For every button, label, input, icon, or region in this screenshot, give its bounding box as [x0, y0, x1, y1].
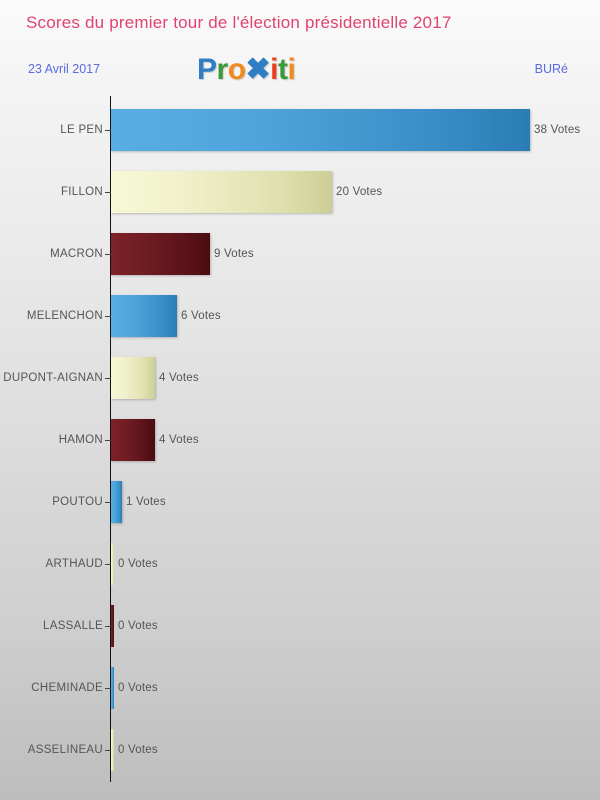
axis-tick [105, 502, 111, 503]
axis-tick [105, 440, 111, 441]
bar[interactable] [111, 357, 155, 399]
bar[interactable] [111, 667, 114, 709]
axis-tick [105, 750, 111, 751]
logo-letter-x: ✖ [245, 53, 271, 86]
logo-letter-t: t [278, 53, 288, 86]
bar[interactable] [111, 543, 114, 585]
bar-value-label: 1 Votes [126, 496, 166, 508]
bar[interactable] [111, 605, 114, 647]
axis-tick [105, 378, 111, 379]
bar[interactable] [111, 109, 530, 151]
axis-tick [105, 316, 111, 317]
bar[interactable] [111, 481, 122, 523]
bar[interactable] [111, 295, 177, 337]
category-label: ARTHAUD [45, 558, 103, 570]
bureau-label: BURé [534, 62, 568, 76]
category-label: HAMON [58, 434, 103, 446]
axis-tick [105, 564, 111, 565]
category-label: MACRON [50, 248, 103, 260]
bar[interactable] [111, 171, 332, 213]
header-row: 23 Avril 2017 Pro✖iti BURé [0, 53, 600, 88]
bar-value-label: 0 Votes [118, 558, 158, 570]
bar-value-label: 6 Votes [181, 310, 221, 322]
bar-value-label: 0 Votes [118, 620, 158, 632]
bar-value-label: 9 Votes [214, 248, 254, 260]
category-label: LE PEN [60, 124, 103, 136]
bar-value-label: 20 Votes [336, 186, 383, 198]
category-label: POUTOU [52, 496, 103, 508]
axis-tick [105, 254, 111, 255]
bar-value-label: 0 Votes [118, 744, 158, 756]
category-label: DUPONT-AIGNAN [3, 372, 103, 384]
bar[interactable] [111, 729, 114, 771]
logo-letter-p: P [197, 53, 217, 86]
proxiti-logo[interactable]: Pro✖iti [197, 52, 296, 87]
logo-letter-o: o [227, 53, 246, 86]
bar-value-label: 0 Votes [118, 682, 158, 694]
bar[interactable] [111, 419, 155, 461]
bar[interactable] [111, 233, 210, 275]
axis-tick [105, 192, 111, 193]
category-label: MELENCHON [26, 310, 103, 322]
bar-value-label: 4 Votes [159, 372, 199, 384]
logo-letter-i2: i [287, 53, 296, 86]
logo-letter-i1: i [270, 53, 279, 86]
category-label: FILLON [60, 186, 103, 198]
election-date: 23 Avril 2017 [28, 62, 101, 76]
bar-value-label: 38 Votes [534, 124, 581, 136]
logo-letter-r: r [216, 53, 229, 86]
y-axis-line [110, 96, 111, 782]
axis-tick [105, 130, 111, 131]
category-label: LASSALLE [43, 620, 103, 632]
axis-tick [105, 626, 111, 627]
category-label: ASSELINEAU [27, 744, 103, 756]
page-title: Scores du premier tour de l'élection pré… [26, 13, 452, 32]
axis-tick [105, 688, 111, 689]
bar-value-label: 4 Votes [159, 434, 199, 446]
category-label: CHEMINADE [31, 682, 103, 694]
